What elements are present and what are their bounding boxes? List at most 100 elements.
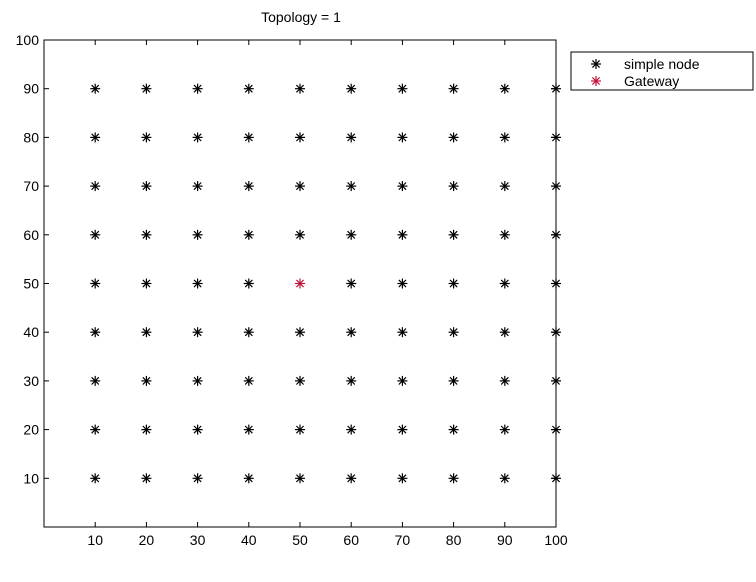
legend-marker-gateway — [591, 76, 601, 86]
simple-node-point — [90, 83, 101, 94]
x-tick-label: 10 — [87, 532, 103, 548]
simple-node-point — [397, 327, 408, 338]
simple-node-point — [397, 132, 408, 143]
simple-node-point — [295, 83, 305, 94]
simple-node-point — [295, 424, 305, 435]
simple-node-point — [551, 229, 561, 240]
simple-node-point — [448, 181, 459, 192]
simple-node-point — [397, 473, 408, 484]
simple-node-point — [551, 327, 561, 338]
legend-label-gateway: Gateway — [624, 73, 679, 89]
simple-node-point — [346, 375, 357, 386]
simple-node-point — [192, 132, 203, 143]
simple-node-point — [243, 132, 254, 143]
legend-box — [570, 51, 754, 91]
simple-node-point — [397, 181, 408, 192]
x-tick-label: 80 — [446, 532, 462, 548]
y-tick-label: 10 — [23, 470, 39, 486]
simple-node-point — [192, 375, 203, 386]
simple-node-point — [141, 424, 152, 435]
legend-label-simple-node: simple node — [624, 56, 700, 72]
simple-node-point — [192, 278, 203, 289]
simple-node-point — [295, 181, 305, 192]
simple-node-point — [499, 278, 510, 289]
simple-node-point — [192, 181, 203, 192]
simple-node-point — [295, 473, 305, 484]
y-tick-label: 80 — [23, 129, 39, 145]
simple-node-point — [90, 229, 101, 240]
simple-node-point — [551, 83, 561, 94]
x-tick-label: 30 — [190, 532, 206, 548]
simple-node-point — [551, 473, 561, 484]
simple-node-point — [346, 473, 357, 484]
simple-node-point — [192, 83, 203, 94]
simple-node-point — [397, 83, 408, 94]
y-tick-label: 50 — [23, 276, 39, 292]
x-tick-label: 60 — [343, 532, 359, 548]
simple-node-point — [192, 229, 203, 240]
simple-node-point — [243, 278, 254, 289]
simple-node-point — [90, 278, 101, 289]
simple-node-point — [141, 473, 152, 484]
simple-node-point — [295, 375, 305, 386]
simple-node-point — [90, 473, 101, 484]
chart-title: Topology = 1 — [261, 9, 341, 25]
simple-node-point — [551, 375, 561, 386]
simple-node-point — [499, 83, 510, 94]
simple-node-point — [243, 83, 254, 94]
simple-node-point — [90, 132, 101, 143]
y-tick-label: 40 — [23, 324, 39, 340]
y-tick-label: 100 — [16, 32, 40, 48]
simple-node-point — [397, 375, 408, 386]
simple-node-point — [499, 229, 510, 240]
simple-node-point — [346, 327, 357, 338]
simple-node-point — [243, 327, 254, 338]
simple-node-point — [192, 327, 203, 338]
simple-node-point — [141, 132, 152, 143]
simple-node-point — [192, 424, 203, 435]
gateway-point — [295, 278, 305, 289]
simple-node-point — [448, 132, 459, 143]
y-tick-label: 90 — [23, 81, 39, 97]
simple-node-point — [499, 473, 510, 484]
simple-node-point — [551, 278, 561, 289]
simple-node-point — [499, 424, 510, 435]
y-tick-label: 30 — [23, 373, 39, 389]
simple-node-point — [346, 132, 357, 143]
simple-node-point — [499, 132, 510, 143]
simple-node-point — [551, 132, 561, 143]
plot-area: 10 20 30 40 50 60 70 80 90 100 10 20 30 40 50 60 70 80 90 1… — [16, 32, 568, 548]
simple-node-point — [499, 327, 510, 338]
simple-node-point — [346, 278, 357, 289]
x-tick-label: 70 — [395, 532, 411, 548]
simple-node-point — [90, 424, 101, 435]
simple-node-point — [141, 278, 152, 289]
simple-node-point — [551, 181, 561, 192]
simple-node-point — [499, 181, 510, 192]
x-tick-label: 20 — [139, 532, 155, 548]
simple-node-point — [243, 473, 254, 484]
simple-node-point — [90, 375, 101, 386]
y-tick-label: 60 — [23, 227, 39, 243]
simple-node-point — [243, 375, 254, 386]
simple-node-point — [295, 327, 305, 338]
simple-node-point — [448, 83, 459, 94]
x-tick-label: 100 — [544, 532, 568, 548]
simple-node-point — [141, 83, 152, 94]
simple-node-point — [551, 424, 561, 435]
y-tick-label: 20 — [23, 422, 39, 438]
simple-node-point — [243, 229, 254, 240]
simple-node-point — [346, 181, 357, 192]
x-tick-label: 40 — [241, 532, 257, 548]
x-tick-label: 50 — [292, 532, 308, 548]
simple-node-point — [295, 132, 305, 143]
simple-node-point — [448, 327, 459, 338]
simple-node-point — [295, 229, 305, 240]
simple-node-point — [397, 424, 408, 435]
simple-node-point — [346, 424, 357, 435]
simple-node-point — [397, 278, 408, 289]
simple-node-point — [192, 473, 203, 484]
y-tick-label: 70 — [23, 178, 39, 194]
